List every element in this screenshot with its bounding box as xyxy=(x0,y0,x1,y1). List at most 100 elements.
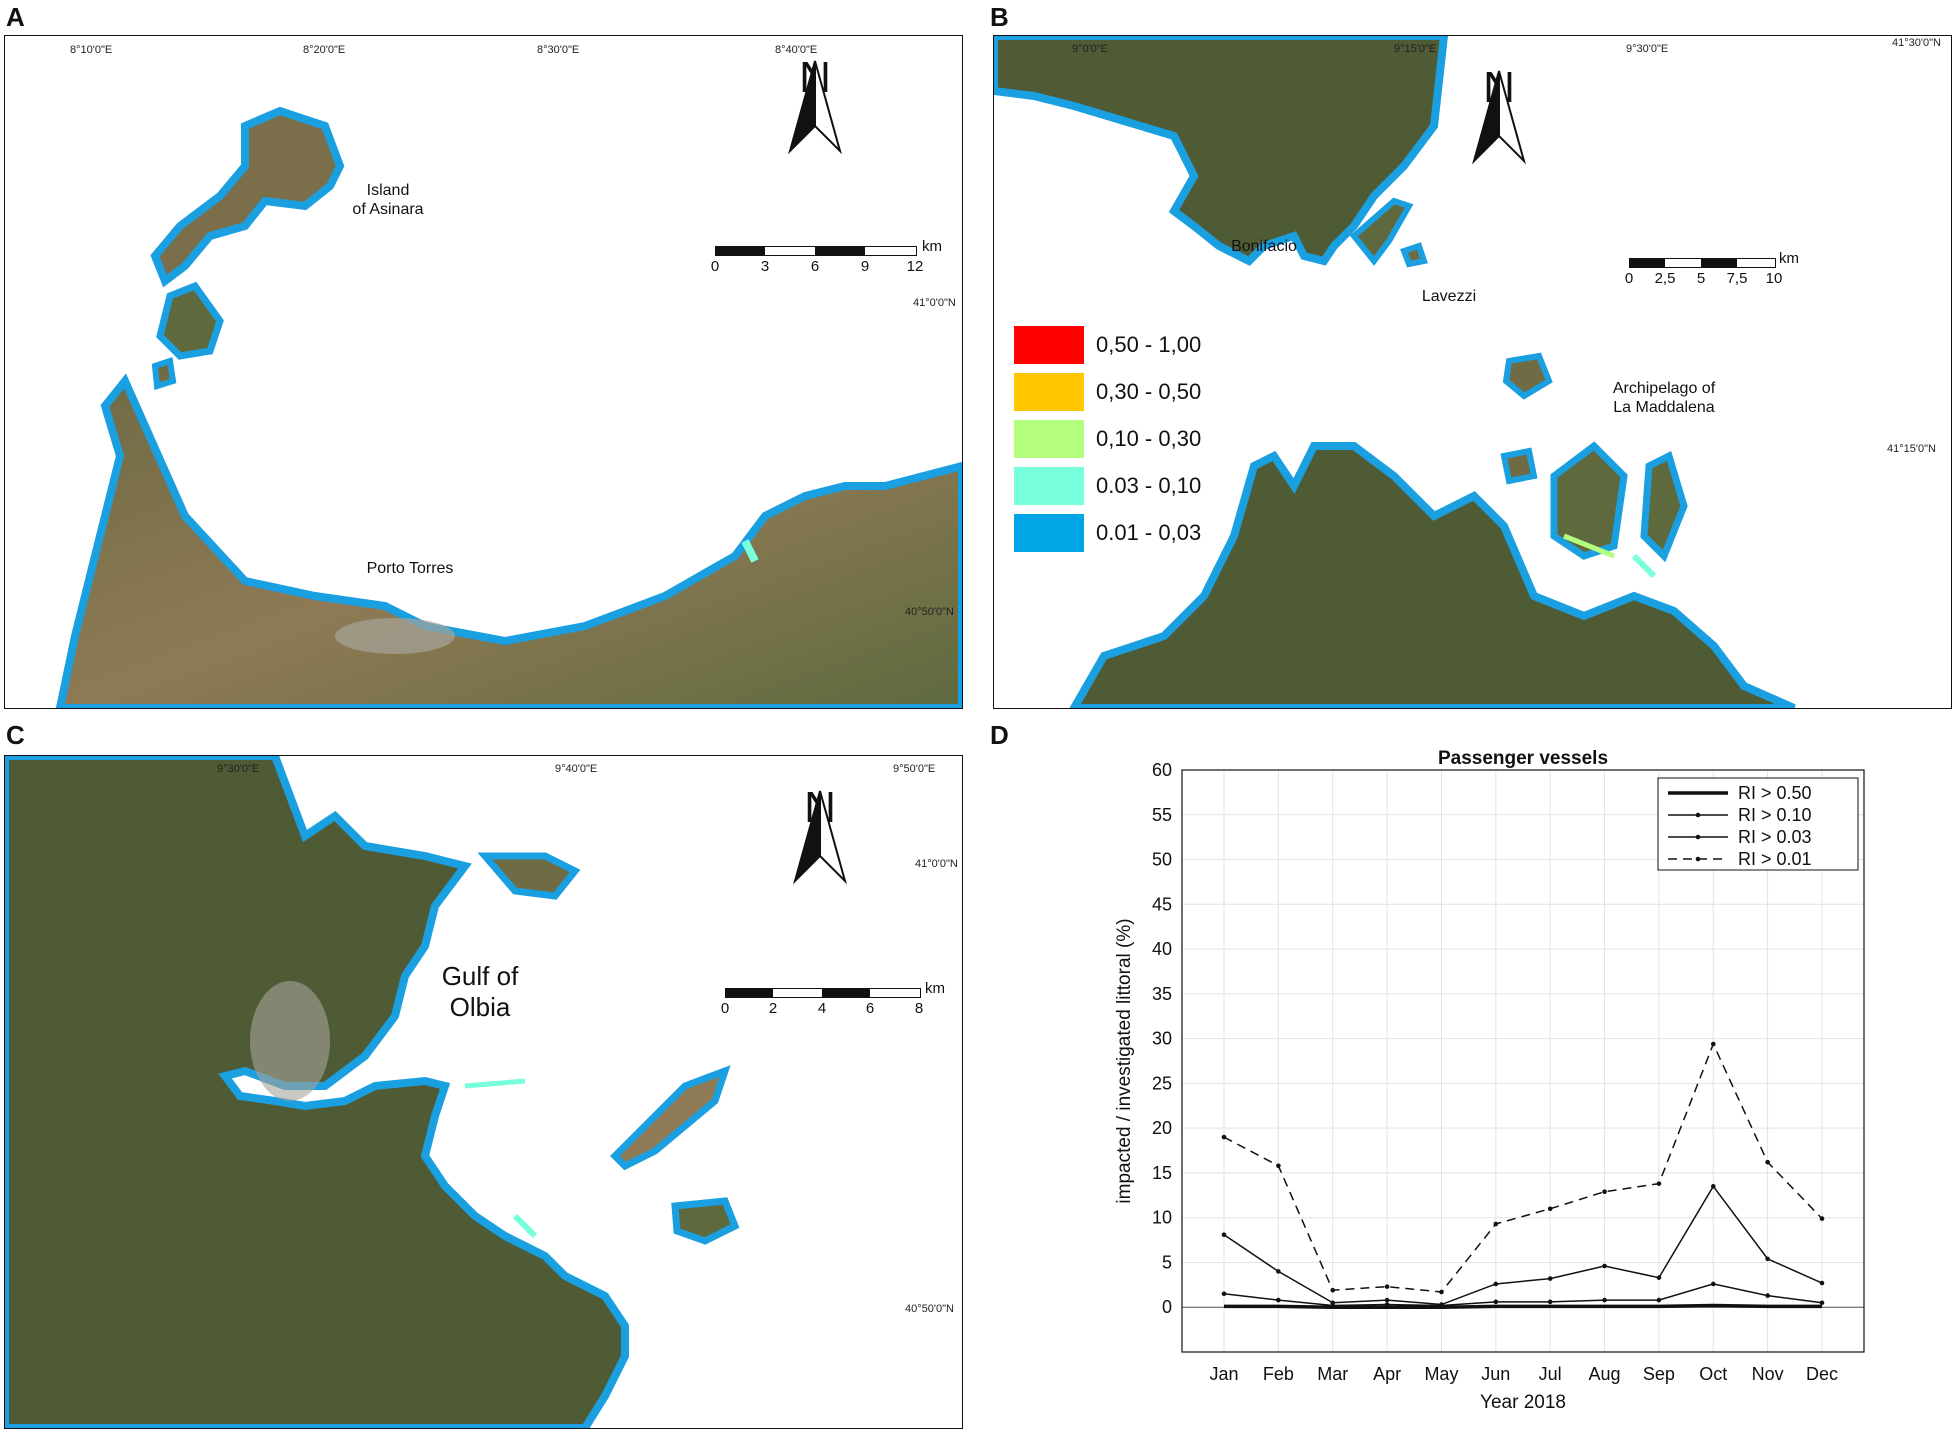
panel-c-lon-label: 9°30'0"E xyxy=(217,763,260,775)
panel-b-lon-label: 9°0'0"E xyxy=(1072,43,1109,55)
scale-tick: 7,5 xyxy=(1726,270,1748,287)
north-arrow: N xyxy=(1459,66,1539,165)
series-line xyxy=(1223,1042,1823,1293)
panel-a-urban xyxy=(335,618,455,654)
data-point xyxy=(1221,1291,1227,1297)
data-point xyxy=(1221,1134,1227,1140)
y-tick-label: 40 xyxy=(1152,939,1172,959)
data-point xyxy=(1710,1281,1716,1287)
x-tick-label: Jan xyxy=(1209,1364,1238,1384)
panel-a-mainland xyxy=(55,373,962,708)
data-point xyxy=(1493,1281,1499,1287)
data-point xyxy=(1765,1159,1770,1165)
legend-marker xyxy=(1695,856,1701,862)
y-tick-label: 20 xyxy=(1152,1118,1172,1138)
legend-label: RI > 0.10 xyxy=(1738,805,1812,825)
legend-item: 0,10 - 0,30 xyxy=(1014,420,1201,458)
panel-c-terrain xyxy=(5,756,740,1428)
place-label-lavezzi: Lavezzi xyxy=(1421,288,1477,305)
scale-tick: 4 xyxy=(817,1000,827,1017)
panel-b-corsica xyxy=(994,36,1449,266)
panel-b-letter: B xyxy=(990,2,1009,32)
scale-tick: 0 xyxy=(720,1000,730,1017)
panel-c-islet xyxy=(671,1197,740,1245)
data-point xyxy=(1439,1302,1444,1307)
panel-c-headland xyxy=(477,852,581,900)
data-point xyxy=(1710,1041,1716,1047)
data-point xyxy=(1819,1216,1825,1221)
data-point xyxy=(1439,1289,1444,1295)
series-line xyxy=(1224,1303,1822,1309)
data-point xyxy=(1493,1221,1499,1227)
legend-swatch xyxy=(1014,420,1084,458)
legend-swatch xyxy=(1014,467,1084,505)
x-tick-label: Dec xyxy=(1806,1364,1838,1384)
place-label-asinara: Island of Asinara xyxy=(352,182,424,219)
scale-tick: 10 xyxy=(1765,270,1783,287)
data-point xyxy=(1765,1256,1770,1262)
legend-label: 0,50 - 1,00 xyxy=(1096,332,1202,357)
panel-a-islet-1 xyxy=(156,281,224,360)
panel-b-map: 9°0'0"E 9°15'0"E 9°30'0"E 41°30'0"N 41°1… xyxy=(993,35,1952,709)
panel-b-lon-label: 9°30'0"E xyxy=(1626,43,1669,55)
panel-a-lat-label: 40°50'0"N xyxy=(905,606,954,618)
panel-c-lon-label: 9°50'0"E xyxy=(893,763,936,775)
x-axis-label: Year 2018 xyxy=(1480,1392,1566,1413)
data-point xyxy=(1547,1276,1553,1281)
data-point xyxy=(1276,1297,1281,1303)
legend-swatch xyxy=(1014,373,1084,411)
legend-marker xyxy=(1695,834,1701,840)
legend-swatch xyxy=(1014,514,1084,552)
place-label-bonifacio: Bonifacio xyxy=(1231,238,1297,255)
panel-c-urban xyxy=(250,981,330,1101)
data-point xyxy=(1819,1300,1825,1306)
y-tick-label: 25 xyxy=(1152,1073,1172,1093)
data-point xyxy=(1384,1297,1390,1303)
legend-item: 0,30 - 0,50 xyxy=(1014,373,1201,411)
scale-tick: 3 xyxy=(760,258,770,275)
panel-b-terrain xyxy=(994,36,1796,708)
panel-a-lat-label: 41°0'0"N xyxy=(913,297,956,309)
panel-c-mainland xyxy=(5,756,629,1428)
panel-b-maddalena-1 xyxy=(1550,441,1628,560)
north-arrow: N xyxy=(775,56,855,155)
x-tick-label: Aug xyxy=(1589,1364,1621,1384)
panel-a-letter: A xyxy=(6,2,25,32)
y-tick-label: 50 xyxy=(1152,850,1172,870)
scale-tick: 8 xyxy=(914,1000,924,1017)
scale-tick: 2,5 xyxy=(1654,270,1676,287)
legend-item: 0.01 - 0,03 xyxy=(1014,514,1201,552)
y-tick-label: 10 xyxy=(1152,1208,1172,1228)
x-tick-label: May xyxy=(1424,1364,1458,1384)
panel-c-lon-label: 9°40'0"E xyxy=(555,763,598,775)
north-arrow-icon xyxy=(788,60,842,155)
y-tick-label: 55 xyxy=(1152,805,1172,825)
scale-tick: 12 xyxy=(906,258,924,275)
panel-b-lat-label: 41°15'0"N xyxy=(1887,443,1936,455)
series-line xyxy=(1223,1283,1823,1307)
legend-label: RI > 0.01 xyxy=(1738,849,1812,869)
x-tick-label: Mar xyxy=(1317,1364,1348,1384)
data-point xyxy=(1547,1299,1553,1305)
x-tick-label: Jul xyxy=(1539,1364,1562,1384)
panel-a-map: 8°10'0"E 8°20'0"E 8°30'0"E 8°40'0"E 41°0… xyxy=(4,35,963,709)
y-tick-label: 60 xyxy=(1152,760,1172,780)
legend-label: RI > 0.03 xyxy=(1738,827,1812,847)
panel-b-lon-label: 9°15'0"E xyxy=(1394,43,1437,55)
y-axis-label: impacted / investigated littoral (%) xyxy=(1114,918,1135,1203)
data-point xyxy=(1765,1293,1770,1298)
panel-c-peninsula xyxy=(610,1065,731,1171)
x-tick-label: Jun xyxy=(1481,1364,1510,1384)
scale-tick: 9 xyxy=(860,258,870,275)
data-point xyxy=(1330,1287,1336,1293)
scale-bar: 0 3 6 9 12 km xyxy=(711,238,945,286)
scale-tick: 6 xyxy=(865,1000,875,1017)
panel-b-maddalena-3 xyxy=(1500,447,1538,485)
scale-tick: 0 xyxy=(710,258,720,275)
place-label-la-maddalena: Archipelago of La Maddalena xyxy=(1612,380,1716,417)
panel-a-islet-2 xyxy=(151,357,177,390)
x-tick-label: Nov xyxy=(1752,1364,1784,1384)
data-point xyxy=(1656,1275,1662,1280)
north-arrow-icon xyxy=(793,790,847,885)
series-line xyxy=(1223,1185,1823,1306)
